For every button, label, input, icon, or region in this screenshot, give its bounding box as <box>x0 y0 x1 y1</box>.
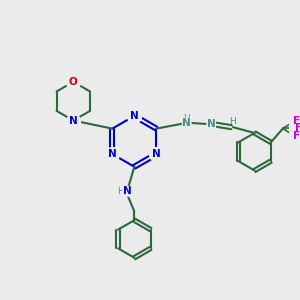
Text: N: N <box>123 186 131 196</box>
Text: F: F <box>293 131 300 141</box>
Text: H: H <box>117 187 124 196</box>
Text: F: F <box>293 116 300 126</box>
Text: N: N <box>207 119 216 129</box>
Text: N: N <box>182 118 191 128</box>
Text: N: N <box>152 149 161 159</box>
Text: H: H <box>183 114 190 123</box>
Text: H: H <box>230 118 236 127</box>
Text: N: N <box>130 111 139 121</box>
Text: O: O <box>69 77 78 87</box>
Text: N: N <box>69 116 78 125</box>
Text: F: F <box>295 124 300 134</box>
Text: N: N <box>108 149 117 159</box>
